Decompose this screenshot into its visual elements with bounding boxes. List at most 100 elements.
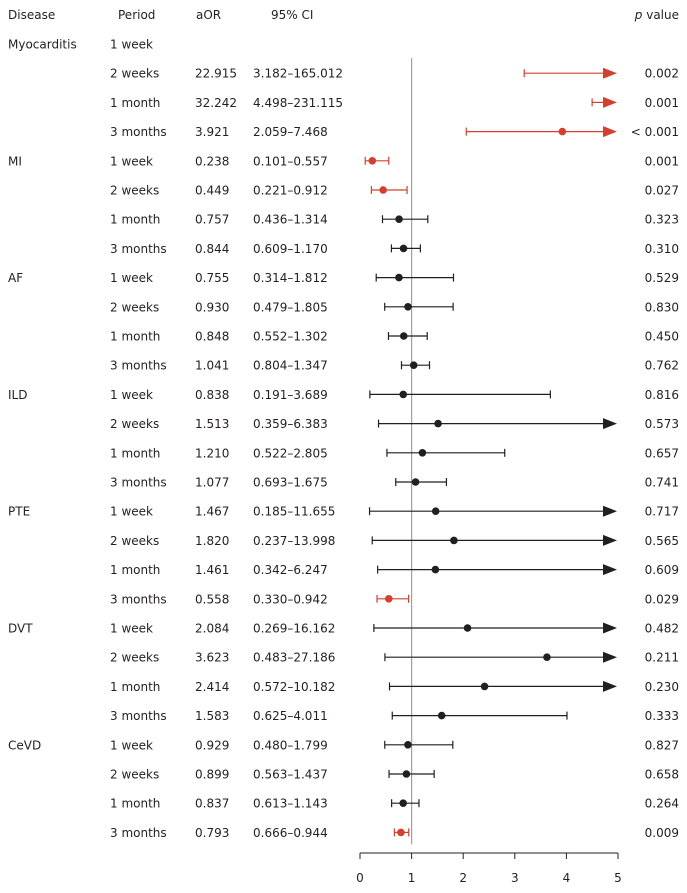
- row-p-value: 0.029: [645, 592, 679, 606]
- row-aor-value: 3.921: [195, 125, 229, 139]
- row-p-value: 0.609: [645, 563, 679, 577]
- header-disease: Disease: [8, 8, 55, 22]
- forest-row: 2 weeks 1.513 0.359–6.383 0.573: [110, 417, 679, 431]
- point-estimate: [395, 273, 403, 282]
- row-p-value: 0.830: [645, 300, 679, 314]
- point-estimate: [379, 186, 387, 194]
- row-ci-value: 0.563–1.437: [253, 768, 328, 782]
- row-aor-value: 1.461: [195, 563, 229, 577]
- row-aor-value: 0.793: [195, 826, 229, 840]
- header-p-italic: p: [634, 8, 643, 22]
- forest-row: AF 1 week 0.755 0.314–1.812 0.529: [8, 271, 679, 285]
- ci-arrowhead: [603, 96, 617, 108]
- ci-arrowhead: [603, 418, 617, 430]
- row-aor-value: 0.449: [195, 184, 229, 198]
- row-disease-label: CeVD: [8, 738, 41, 752]
- row-period-label: 3 months: [110, 709, 167, 723]
- row-p-value: 0.450: [645, 330, 679, 344]
- row-period-label: 2 weeks: [110, 184, 159, 198]
- row-ci-value: 0.609–1.170: [253, 242, 328, 256]
- forest-row: 2 weeks 3.623 0.483–27.186 0.211: [110, 651, 679, 665]
- point-estimate: [404, 303, 412, 311]
- row-period-label: 1 month: [110, 680, 160, 694]
- ci-arrowhead: [603, 126, 617, 138]
- row-p-value: 0.717: [645, 505, 679, 519]
- row-period-label: 1 month: [110, 96, 160, 110]
- row-period-label: 1 week: [110, 38, 153, 52]
- ci-arrowhead: [603, 534, 617, 546]
- row-ci-value: 0.101–0.557: [253, 154, 328, 168]
- row-disease-label: ILD: [8, 388, 27, 402]
- row-p-value: 0.827: [645, 738, 679, 752]
- row-period-label: 3 months: [110, 826, 167, 840]
- row-period-label: 2 weeks: [110, 300, 159, 314]
- row-disease-label: MI: [8, 154, 22, 168]
- point-estimate: [409, 361, 418, 370]
- row-aor-value: 1.041: [195, 359, 229, 373]
- forest-row: 1 month 1.461 0.342–6.247 0.609: [110, 563, 679, 577]
- x-tick-label: 5: [614, 871, 622, 885]
- row-period-label: 2 weeks: [110, 67, 159, 81]
- row-disease-label: PTE: [8, 505, 30, 519]
- row-p-value: < 0.001: [631, 125, 679, 139]
- row-ci-value: 0.314–1.812: [253, 271, 328, 285]
- point-estimate: [368, 157, 377, 165]
- forest-row: 2 weeks 0.899 0.563–1.437 0.658: [110, 768, 679, 782]
- header-aor: aOR: [196, 8, 221, 22]
- row-aor-value: 1.583: [195, 709, 229, 723]
- point-estimate: [395, 215, 403, 223]
- row-period-label: 3 months: [110, 359, 167, 373]
- row-p-value: 0.027: [645, 184, 679, 198]
- point-estimate: [434, 419, 442, 428]
- row-period-label: 1 week: [110, 388, 153, 402]
- row-ci-value: 0.359–6.383: [253, 417, 328, 431]
- point-estimate: [397, 828, 405, 837]
- row-ci-value: 0.342–6.247: [253, 563, 328, 577]
- forest-row: 1 month 0.837 0.613–1.143 0.264: [110, 797, 679, 811]
- row-ci-value: 4.498–231.115: [253, 96, 343, 110]
- forest-row: MI 1 week 0.238 0.101–0.557 0.001: [8, 154, 679, 168]
- row-p-value: 0.001: [645, 96, 679, 110]
- row-ci-value: 0.483–27.186: [253, 651, 335, 665]
- row-disease-label: DVT: [8, 622, 33, 636]
- row-aor-value: 0.844: [195, 242, 229, 256]
- row-period-label: 1 week: [110, 271, 153, 285]
- forest-row: 1 month 1.210 0.522–2.805 0.657: [110, 446, 679, 460]
- row-period-label: 1 week: [110, 505, 153, 519]
- point-estimate: [431, 565, 440, 574]
- point-estimate: [543, 653, 551, 661]
- point-estimate: [399, 332, 408, 340]
- row-p-value: 0.573: [645, 417, 679, 431]
- row-p-value: 0.565: [645, 534, 679, 548]
- row-aor-value: 0.929: [195, 738, 229, 752]
- row-period-label: 1 week: [110, 154, 153, 168]
- forest-row: ILD 1 week 0.838 0.191–3.689 0.816: [8, 388, 679, 402]
- forest-row: 1 month 0.757 0.436–1.314 0.323: [110, 213, 679, 227]
- row-p-value: 0.658: [645, 768, 679, 782]
- row-period-label: 2 weeks: [110, 768, 159, 782]
- forest-row: 3 months 0.793 0.666–0.944 0.009: [110, 826, 679, 840]
- row-p-value: 0.333: [645, 709, 679, 723]
- row-ci-value: 0.436–1.314: [253, 213, 328, 227]
- row-aor-value: 0.848: [195, 330, 229, 344]
- row-ci-value: 0.191–3.689: [253, 388, 328, 402]
- row-p-value: 0.001: [645, 154, 679, 168]
- point-estimate: [418, 449, 427, 457]
- point-estimate: [399, 244, 408, 253]
- row-p-value: 0.211: [645, 651, 679, 665]
- row-aor-value: 1.513: [195, 417, 229, 431]
- row-disease-label: AF: [8, 271, 23, 285]
- forest-row: 2 weeks 22.915 3.182–165.012 0.002: [110, 67, 679, 81]
- header-p-rest: value: [642, 8, 679, 22]
- row-ci-value: 0.693–1.675: [253, 476, 328, 490]
- forest-row: 3 months 1.041 0.804–1.347 0.762: [110, 359, 679, 373]
- row-ci-value: 0.185–11.655: [253, 505, 335, 519]
- row-disease-label: Myocarditis: [8, 38, 77, 52]
- row-p-value: 0.657: [645, 446, 679, 460]
- row-ci-value: 0.625–4.011: [253, 709, 328, 723]
- row-p-value: 0.741: [645, 476, 679, 490]
- row-ci-value: 0.613–1.143: [253, 797, 328, 811]
- row-aor-value: 0.558: [195, 592, 229, 606]
- ci-arrowhead: [603, 651, 617, 663]
- ci-arrowhead: [603, 67, 617, 79]
